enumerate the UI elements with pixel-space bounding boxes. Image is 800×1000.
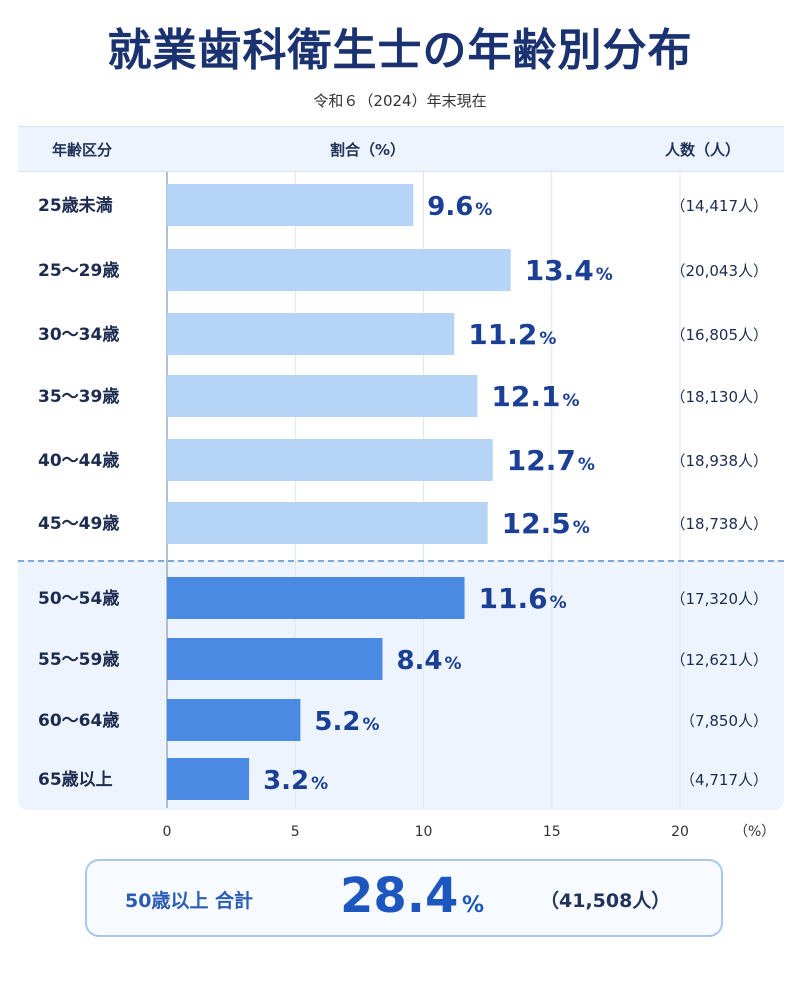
category-label-6: 50～54歳: [38, 588, 119, 609]
summary-box: [85, 859, 723, 937]
value-label-7: 8.4%: [396, 646, 461, 676]
x-tick-label-3: 15: [543, 824, 561, 840]
value-label-2: 11.2%: [468, 318, 556, 351]
count-label-9: （4,717人）: [680, 771, 768, 789]
category-label-2: 30～34歳: [38, 324, 119, 345]
x-tick-label-1: 5: [291, 824, 300, 840]
count-label-0: （14,417人）: [671, 197, 769, 215]
x-tick-label-4: 20: [671, 824, 689, 840]
category-label-0: 25歳未満: [38, 195, 113, 216]
value-label-9: 3.2%: [263, 766, 328, 796]
bar-5: [167, 502, 488, 544]
category-label-5: 45～49歳: [38, 513, 119, 534]
bar-0: [167, 184, 414, 226]
header-share: 割合（%）: [330, 141, 406, 159]
category-label-1: 25～29歳: [38, 260, 119, 281]
bar-2: [167, 313, 455, 355]
table-header-band: [18, 126, 784, 172]
x-tick-label-2: 10: [415, 824, 433, 840]
count-label-7: （12,621人）: [671, 651, 769, 669]
count-label-1: （20,043人）: [671, 262, 769, 280]
value-label-8: 5.2%: [314, 707, 379, 737]
category-label-4: 40～44歳: [38, 450, 119, 471]
header-category: 年齢区分: [52, 141, 113, 159]
category-label-9: 65歳以上: [38, 769, 113, 790]
summary-value: 28.4: [340, 868, 459, 924]
x-axis-unit: （%）: [734, 824, 775, 840]
summary-label: 50歳以上 合計: [125, 890, 254, 912]
bar-9: [167, 758, 250, 800]
bar-7: [167, 638, 383, 680]
page-subtitle: 令和６（2024）年末現在: [313, 92, 487, 110]
header-count: 人数（人）: [665, 141, 741, 159]
bar-4: [167, 439, 493, 481]
bar-3: [167, 375, 478, 417]
bar-6: [167, 577, 465, 619]
count-label-4: （18,938人）: [671, 452, 769, 470]
count-label-2: （16,805人）: [671, 326, 769, 344]
category-label-7: 55～59歳: [38, 649, 119, 670]
page-title: 就業歯科衛生士の年齢別分布: [107, 25, 693, 76]
value-label-4: 12.7%: [507, 444, 595, 477]
x-tick-label-0: 0: [163, 824, 172, 840]
count-label-3: （18,130人）: [671, 388, 769, 406]
bar-1: [167, 249, 511, 291]
value-label-6: 11.6%: [479, 582, 567, 615]
value-label-3: 12.1%: [491, 380, 579, 413]
group-divider: [18, 560, 784, 562]
summary-percent-sign: %: [462, 893, 485, 918]
category-label-8: 60～64歳: [38, 710, 119, 731]
summary-count: （41,508人）: [540, 890, 671, 912]
value-label-5: 12.5%: [502, 507, 590, 540]
value-label-1: 13.4%: [525, 254, 613, 287]
bar-8: [167, 699, 301, 741]
count-label-8: （7,850人）: [680, 712, 768, 730]
count-label-5: （18,738人）: [671, 515, 769, 533]
count-label-6: （17,320人）: [671, 590, 769, 608]
category-label-3: 35～39歳: [38, 386, 119, 407]
value-label-0: 9.6%: [427, 192, 492, 222]
